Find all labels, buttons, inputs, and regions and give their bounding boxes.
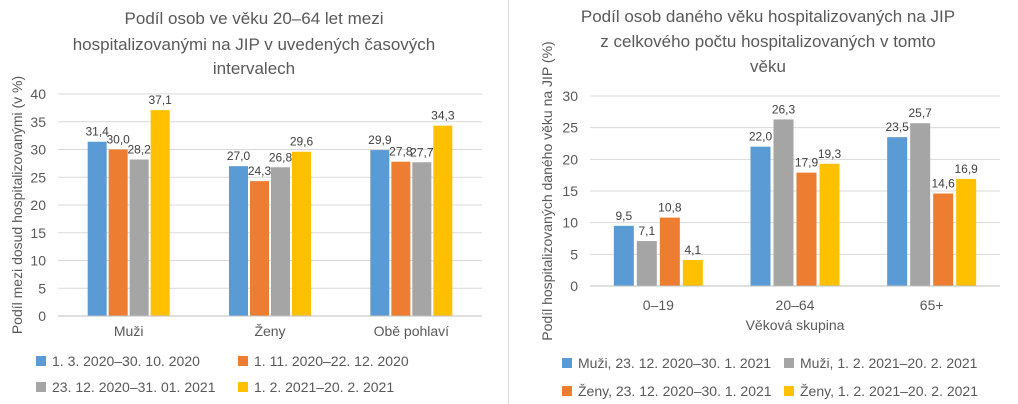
chart1-data-label: 24,3 xyxy=(248,164,272,178)
chart1-bar xyxy=(229,166,248,316)
chart1-bar xyxy=(87,141,107,316)
chart1-legend-label: 23. 12. 2020–31. 01. 2021 xyxy=(52,379,216,395)
chart2-data-label: 17,9 xyxy=(795,156,819,170)
chart1-data-label: 28,2 xyxy=(127,142,151,156)
chart1-y-axis-label: Podíl mezi dosud hospitalizovanými (v %) xyxy=(9,76,25,334)
chart2-bar xyxy=(933,193,954,286)
chart2-bar xyxy=(910,123,931,286)
chart2-title-line: věku xyxy=(750,57,786,76)
chart1-bar xyxy=(412,162,432,316)
chart1-bar xyxy=(150,110,170,316)
chart1-y-tick-label: 5 xyxy=(38,280,46,296)
chart1-bar xyxy=(433,125,453,316)
chart1-legend-label: 1. 11. 2020–22. 12. 2020 xyxy=(254,353,409,369)
chart2-category-label: 0–19 xyxy=(643,297,674,313)
chart1-y-tick-label: 30 xyxy=(30,142,46,158)
chart1-data-label: 34,3 xyxy=(431,109,455,123)
chart1-legend-swatch xyxy=(238,382,248,392)
chart2-data-label: 19,3 xyxy=(818,147,842,161)
chart1-data-label: 27,7 xyxy=(410,145,434,159)
chart2-legend-label: Ženy, 1. 2. 2021–20. 2. 2021 xyxy=(800,383,978,399)
chart1-category-label: Muži xyxy=(114,323,144,339)
chart1-y-tick-label: 15 xyxy=(30,225,46,241)
chart1-bar xyxy=(108,149,128,316)
chart2-bar xyxy=(956,178,977,286)
chart1-category-label: Ženy xyxy=(254,323,285,339)
chart1-y-tick-label: 10 xyxy=(30,253,46,269)
chart1-y-tick-label: 20 xyxy=(30,197,46,213)
chart2-bar xyxy=(636,241,657,286)
chart1-data-label: 27,0 xyxy=(227,149,251,163)
chart2-y-tick-label: 5 xyxy=(570,246,578,262)
chart1-title-line: Podíl osob ve věku 20–64 let mezi xyxy=(125,9,384,28)
chart2-data-label: 9,5 xyxy=(615,209,632,223)
chart2-data-label: 7,1 xyxy=(638,224,655,238)
chart1-title-line: intervalech xyxy=(213,59,295,78)
chart1-y-tick-label: 0 xyxy=(38,308,46,324)
chart1-data-label: 30,0 xyxy=(106,133,130,147)
chart2-legend-swatch xyxy=(784,386,794,396)
chart1-bar xyxy=(292,151,311,316)
chart1-legend-swatch xyxy=(238,356,248,366)
chart2-title-line: z celkového počtu hospitalizovaných v to… xyxy=(600,32,935,51)
chart1-bar xyxy=(391,161,411,316)
chart2-legend-label: Ženy, 23. 12. 2020–30. 1. 2021 xyxy=(578,383,772,399)
chart2-data-label: 26,3 xyxy=(772,102,796,116)
chart1-category-label: Obě pohlaví xyxy=(374,323,450,339)
chart2-bar xyxy=(682,260,703,286)
chart2-data-label: 22,0 xyxy=(749,130,773,144)
chart1-bar xyxy=(370,150,390,316)
chart1-title-line: hospitalizovanými na JIP v uvedených čas… xyxy=(73,35,436,54)
chart2-data-label: 25,7 xyxy=(908,106,932,120)
chart1-bar xyxy=(129,159,149,316)
chart2-bar xyxy=(613,225,634,286)
chart1-y-tick-label: 25 xyxy=(30,169,46,185)
chart2-bar xyxy=(773,119,794,286)
chart2-legend-label: Muži, 1. 2. 2021–20. 2. 2021 xyxy=(800,355,978,371)
chart1-legend-swatch xyxy=(36,382,46,392)
chart2-y-axis-label: Podíl hospitalizovaných daného věku na J… xyxy=(539,41,555,340)
chart2-data-label: 10,8 xyxy=(658,201,682,215)
chart1-bar xyxy=(250,181,269,316)
chart1-y-tick-label: 40 xyxy=(30,86,46,102)
chart1-data-label: 29,9 xyxy=(368,133,392,147)
chart1-data-label: 27,8 xyxy=(389,145,413,159)
chart2-legend-swatch xyxy=(784,358,794,368)
chart2-data-label: 14,6 xyxy=(931,177,955,191)
chart1-legend-label: 1. 2. 2021–20. 2. 2021 xyxy=(254,379,394,395)
chart2-y-tick-label: 10 xyxy=(562,215,578,231)
chart2-category-label: 20–64 xyxy=(776,297,815,313)
chart2-data-label: 4,1 xyxy=(684,243,701,257)
chart2-bar xyxy=(659,217,680,286)
chart2-legend-swatch xyxy=(562,358,572,368)
chart1-y-tick-label: 35 xyxy=(30,114,46,130)
chart2-x-axis-label: Věková skupina xyxy=(746,317,845,333)
chart1-bar xyxy=(271,167,290,316)
chart1-data-label: 31,4 xyxy=(85,125,109,139)
chart2-y-tick-label: 0 xyxy=(570,278,578,294)
chart-divider xyxy=(508,0,509,404)
chart2-category-label: 65+ xyxy=(920,297,944,313)
chart2-data-label: 16,9 xyxy=(954,162,978,176)
chart2-bar xyxy=(750,146,771,286)
chart2-legend-label: Muži, 23. 12. 2020–30. 1. 2021 xyxy=(578,355,771,371)
chart1-data-label: 26,8 xyxy=(269,150,293,164)
chart2-bar xyxy=(887,137,908,286)
chart2-bar xyxy=(796,172,817,286)
chart2-y-tick-label: 30 xyxy=(562,88,578,104)
chart2-y-tick-label: 20 xyxy=(562,151,578,167)
chart2-data-label: 23,5 xyxy=(885,120,909,134)
chart1-data-label: 37,1 xyxy=(148,93,172,107)
chart2-legend-swatch xyxy=(562,386,572,396)
chart2-y-tick-label: 25 xyxy=(562,120,578,136)
chart1-data-label: 29,6 xyxy=(290,135,314,149)
chart1-legend-label: 1. 3. 2020–30. 10. 2020 xyxy=(52,353,200,369)
chart2-y-tick-label: 15 xyxy=(562,183,578,199)
chart2-title-line: Podíl osob daného věku hospitalizovaných… xyxy=(581,7,955,26)
chart1-legend-swatch xyxy=(36,356,46,366)
chart2-bar xyxy=(819,163,840,286)
